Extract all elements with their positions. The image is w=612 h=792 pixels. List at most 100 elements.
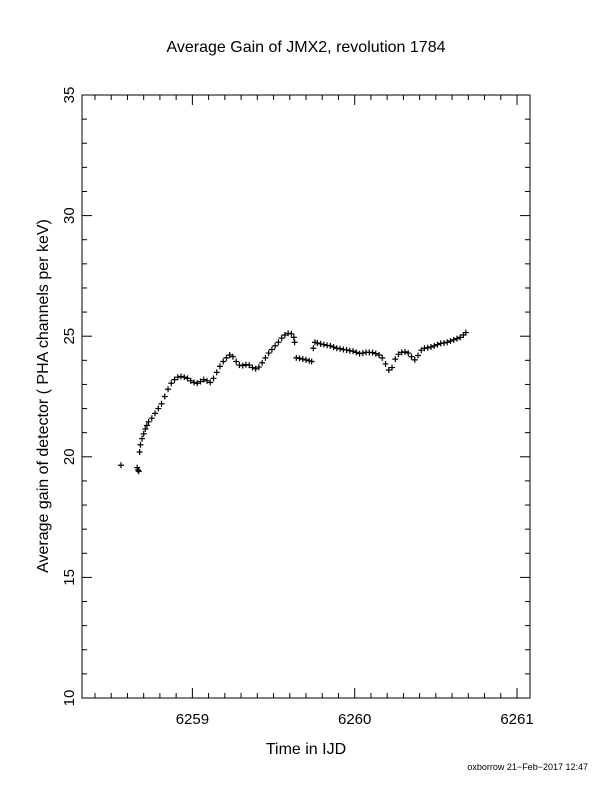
x-axis-title: Time in IJD <box>266 741 346 758</box>
data-point <box>402 348 409 355</box>
data-point <box>187 377 194 384</box>
data-point <box>161 393 168 400</box>
data-point <box>272 342 279 349</box>
data-point <box>148 415 155 422</box>
data-point <box>229 353 236 360</box>
data-point <box>216 363 223 370</box>
data-point <box>210 375 217 382</box>
data-point <box>296 355 303 362</box>
data-point <box>203 377 210 384</box>
data-point <box>117 462 124 469</box>
data-point <box>290 334 297 341</box>
data-point <box>411 356 418 363</box>
data-point <box>424 344 431 351</box>
data-point <box>395 351 402 358</box>
data-point <box>155 405 162 412</box>
tick-labels: 6259 6260 6261 10 15 20 25 30 35 <box>61 87 534 728</box>
y-tick-label: 10 <box>61 690 78 707</box>
y-tick-label: 25 <box>61 328 78 345</box>
chart-title: Average Gain of JMX2, revolution 1784 <box>167 39 446 56</box>
data-point <box>246 362 253 369</box>
data-point <box>343 346 350 353</box>
data-point <box>314 339 321 346</box>
data-point <box>382 360 389 367</box>
data-point <box>447 338 454 345</box>
plot-frame <box>81 94 531 699</box>
data-point <box>408 353 415 360</box>
data-point <box>427 344 434 351</box>
data-point <box>444 339 451 346</box>
data-point <box>178 373 185 380</box>
data-point <box>291 339 298 346</box>
data-point <box>233 358 240 365</box>
data-point <box>278 335 285 342</box>
credit-stamp: oxborrow 21−Feb−2017 12:47 <box>467 762 588 772</box>
data-point <box>320 341 327 348</box>
data-point <box>350 348 357 355</box>
data-point <box>303 356 309 363</box>
data-point <box>213 369 220 376</box>
data-point <box>262 354 269 361</box>
data-point <box>136 448 143 455</box>
data-point <box>359 350 366 357</box>
y-tick-label: 35 <box>61 87 78 104</box>
y-tick-label: 30 <box>61 207 78 224</box>
data-point <box>255 364 262 371</box>
data-points <box>117 329 469 475</box>
data-point <box>152 410 159 417</box>
data-point <box>249 364 256 371</box>
data-point <box>135 468 142 475</box>
data-point <box>226 352 233 359</box>
x-tick-label: 6260 <box>338 711 371 728</box>
data-point <box>171 376 178 383</box>
data-point <box>142 426 149 433</box>
data-point <box>140 430 147 437</box>
data-point <box>184 375 191 382</box>
data-point <box>135 467 141 474</box>
y-axis-title: Average gain of detector ( PHA channels … <box>35 219 52 573</box>
data-point <box>252 365 259 372</box>
data-point <box>174 374 181 381</box>
data-point <box>281 331 288 338</box>
x-tick-label: 6261 <box>500 711 533 728</box>
data-point <box>259 359 266 366</box>
data-point <box>165 386 172 393</box>
data-point <box>265 350 272 357</box>
data-point <box>143 422 150 429</box>
data-point <box>440 339 447 346</box>
data-point <box>385 366 392 373</box>
data-point <box>168 380 175 387</box>
data-point <box>288 330 295 337</box>
data-point <box>418 347 425 354</box>
data-point <box>353 349 360 356</box>
x-tick-label: 6259 <box>176 711 209 728</box>
y-tick-label: 20 <box>61 448 78 465</box>
axis-ticks <box>82 94 530 699</box>
data-point <box>434 341 441 348</box>
data-point <box>330 344 337 351</box>
data-point <box>194 380 201 387</box>
data-point <box>389 364 396 371</box>
data-point <box>139 435 146 442</box>
data-point <box>450 336 457 343</box>
data-point <box>327 342 334 349</box>
data-point <box>268 346 275 353</box>
data-point <box>275 339 282 346</box>
data-point <box>317 340 324 347</box>
data-point <box>299 356 306 363</box>
y-tick-label: 15 <box>61 569 78 586</box>
data-point <box>137 441 144 448</box>
data-point <box>308 358 315 365</box>
data-point <box>197 378 204 385</box>
data-point <box>181 374 188 381</box>
data-point <box>207 379 214 386</box>
data-point <box>415 352 421 359</box>
data-point <box>462 329 469 336</box>
data-point <box>145 418 152 425</box>
data-point <box>223 354 230 361</box>
data-point <box>158 400 165 407</box>
data-point <box>431 342 438 349</box>
data-point <box>392 356 399 363</box>
data-point <box>405 350 412 357</box>
data-point <box>376 352 383 359</box>
